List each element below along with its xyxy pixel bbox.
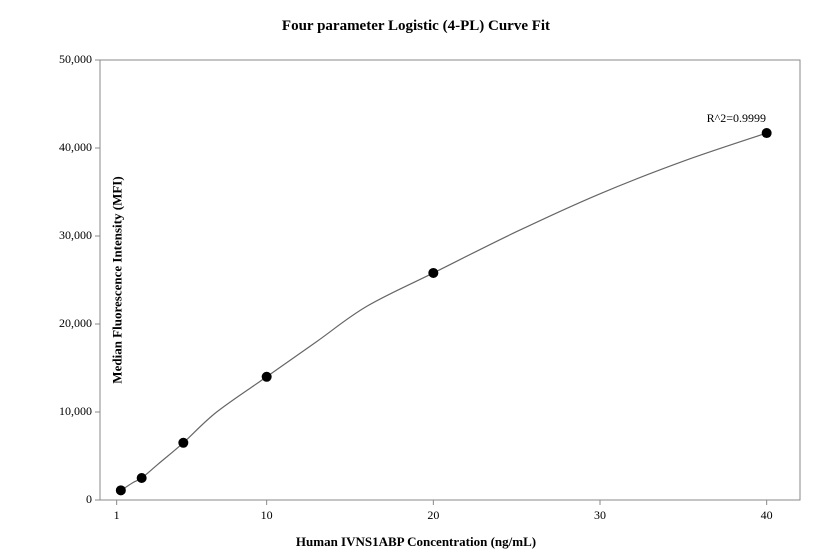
y-tick-label: 40,000 bbox=[42, 140, 92, 155]
x-tick-label: 30 bbox=[594, 508, 606, 523]
x-tick-label: 40 bbox=[761, 508, 773, 523]
r-squared-annotation: R^2=0.9999 bbox=[707, 111, 766, 126]
x-tick-label: 10 bbox=[261, 508, 273, 523]
x-tick-label: 20 bbox=[427, 508, 439, 523]
chart-container: Four parameter Logistic (4-PL) Curve Fit… bbox=[0, 0, 832, 560]
y-tick-label: 20,000 bbox=[42, 316, 92, 331]
chart-title: Four parameter Logistic (4-PL) Curve Fit bbox=[0, 18, 832, 35]
x-tick-label: 1 bbox=[114, 508, 120, 523]
y-tick-label: 0 bbox=[42, 492, 92, 507]
y-axis-label: Median Fluorescence Intensity (MFI) bbox=[110, 176, 126, 383]
y-tick-label: 50,000 bbox=[42, 52, 92, 67]
x-axis-label: Human IVNS1ABP Concentration (ng/mL) bbox=[0, 534, 832, 550]
y-tick-label: 10,000 bbox=[42, 404, 92, 419]
y-tick-label: 30,000 bbox=[42, 228, 92, 243]
